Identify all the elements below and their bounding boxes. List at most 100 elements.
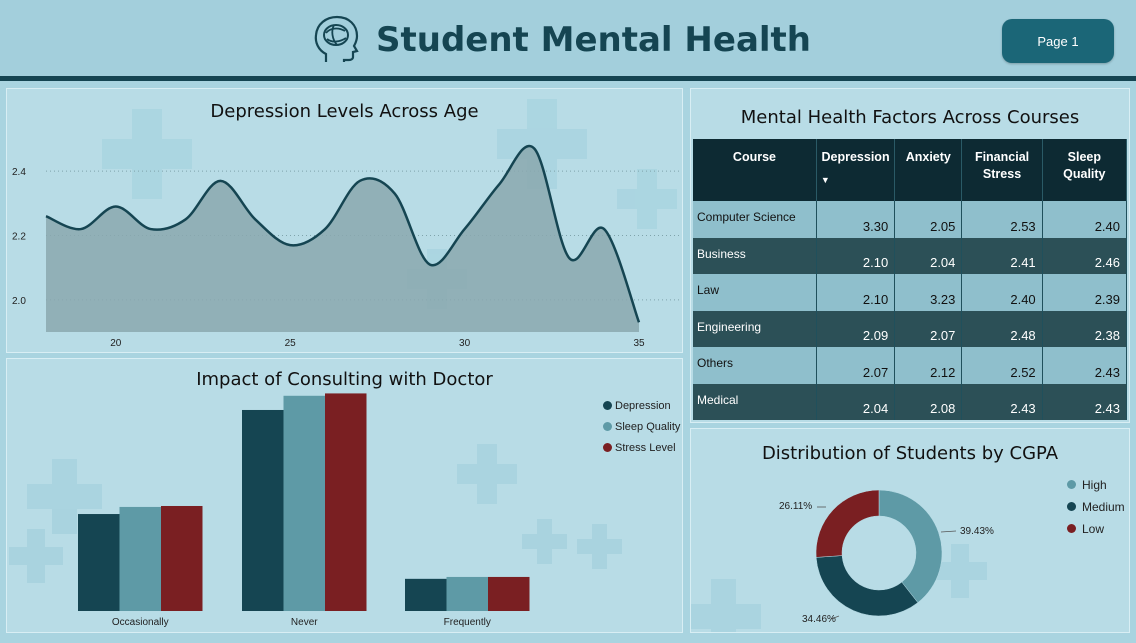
- series-line: [45, 144, 641, 323]
- value-cell: 2.39: [1042, 274, 1128, 311]
- bar-chart-title: Impact of Consulting with Doctor: [196, 369, 493, 390]
- legend-label: Low: [1082, 521, 1105, 536]
- table-row[interactable]: Law 2.10 3.23 2.40 2.39: [693, 274, 1128, 311]
- legend-label: High: [1082, 477, 1107, 492]
- y-tick-label: 2.0: [12, 296, 26, 307]
- data-label: 39.43%: [960, 526, 994, 537]
- bar: [283, 395, 325, 611]
- value-cell: 2.04: [894, 237, 963, 274]
- column-header[interactable]: Sleep Quality: [1042, 139, 1128, 201]
- data-label: 34.46%: [802, 614, 836, 625]
- area-fill: [46, 146, 639, 332]
- table-row[interactable]: Computer Science 3.30 2.05 2.53 2.40: [693, 201, 1128, 238]
- value-cell: 2.40: [961, 274, 1043, 311]
- bar: [405, 578, 447, 611]
- column-header[interactable]: Course: [693, 139, 817, 201]
- head-brain-icon: [314, 15, 359, 62]
- leader-line: [940, 530, 957, 533]
- cgpa-panel: Distribution of Students by CGPA High Me…: [690, 428, 1130, 633]
- bar: [325, 393, 367, 611]
- donut-slice: [815, 555, 919, 617]
- bar: [488, 576, 530, 611]
- course-cell: Computer Science: [693, 201, 817, 238]
- value-cell: 2.10: [816, 274, 896, 311]
- legend-medium: Medium: [1067, 495, 1125, 518]
- value-cell: 2.48: [961, 310, 1043, 347]
- courses-table: Course Depression ▼ Anxiety Financial St…: [693, 139, 1128, 420]
- course-cell: Law: [693, 274, 817, 311]
- legend-dot: [1067, 502, 1076, 511]
- legend-label: Medium: [1082, 499, 1125, 514]
- legend-stress-level: Stress Level: [603, 437, 680, 458]
- course-cell: Medical: [693, 383, 817, 420]
- donut-title: Distribution of Students by CGPA: [761, 443, 1059, 464]
- value-cell: 2.12: [894, 347, 963, 384]
- course-cell: Engineering: [693, 310, 817, 347]
- value-cell: 2.52: [961, 347, 1043, 384]
- column-header[interactable]: Financial Stress: [961, 139, 1043, 201]
- donut-chart: 39.43% 34.46% 26.11%: [779, 489, 994, 625]
- donut-slice: [815, 489, 880, 558]
- value-cell: 2.46: [1042, 237, 1128, 274]
- depression-age-panel: Depression Levels Across Age 2.0 2.2 2.4 20…: [6, 88, 683, 353]
- value-cell: 2.38: [1042, 310, 1128, 347]
- y-tick-label: 2.4: [12, 167, 26, 178]
- page-button[interactable]: Page 1: [1002, 19, 1114, 63]
- value-cell: 2.05: [894, 201, 963, 238]
- legend-label: Sleep Quality: [615, 420, 681, 433]
- consulting-panel: Impact of Consulting with Doctor Depress…: [6, 358, 683, 633]
- legend-high: High: [1067, 474, 1125, 495]
- value-cell: 2.40: [1042, 201, 1128, 238]
- bar-legend: Depression Sleep Quality Stress Level: [603, 395, 680, 458]
- course-cell: Business: [693, 237, 817, 274]
- course-cell: Others: [693, 347, 817, 384]
- value-cell: 2.09: [816, 310, 896, 347]
- bar: [119, 506, 161, 611]
- value-cell: 2.07: [894, 310, 963, 347]
- bar-chart: Occasionally Never Frequently: [78, 393, 530, 628]
- value-cell: 3.30: [816, 201, 896, 238]
- value-cell: 2.10: [816, 237, 896, 274]
- value-cell: 2.43: [1042, 347, 1128, 384]
- x-tick-label: Never: [291, 617, 318, 628]
- x-tick-label: 20: [110, 338, 122, 349]
- x-tick-label: 35: [633, 338, 645, 349]
- column-header-label: Depression: [821, 150, 890, 164]
- legend-depression: Depression: [603, 395, 680, 416]
- sort-descending-icon[interactable]: ▼: [820, 175, 830, 185]
- legend-low: Low: [1067, 518, 1125, 539]
- table-row[interactable]: Others 2.07 2.12 2.52 2.43: [693, 347, 1128, 384]
- value-cell: 3.23: [894, 274, 963, 311]
- x-tick-label: Frequently: [444, 617, 491, 628]
- table-title: Mental Health Factors Across Courses: [740, 107, 1080, 128]
- legend-dot: [1067, 480, 1076, 489]
- legend-dot: [603, 443, 612, 452]
- table-header-row: Course Depression ▼ Anxiety Financial St…: [693, 139, 1128, 201]
- bar: [161, 505, 203, 611]
- value-cell: 2.07: [816, 347, 896, 384]
- legend-dot: [603, 401, 612, 410]
- table-row[interactable]: Engineering 2.09 2.07 2.48 2.38: [693, 310, 1128, 347]
- bar: [446, 576, 488, 611]
- legend-label: Stress Level: [615, 441, 676, 454]
- data-label: 26.11%: [779, 501, 812, 512]
- bar: [78, 514, 120, 611]
- table-row[interactable]: Medical 2.04 2.08 2.43 2.43: [693, 383, 1128, 420]
- header: Student Mental Health Page 1: [0, 0, 1136, 78]
- column-header[interactable]: Anxiety: [894, 139, 963, 201]
- legend-dot: [603, 422, 612, 431]
- header-divider: [0, 76, 1136, 81]
- x-tick-label: 30: [459, 338, 471, 349]
- value-cell: 2.04: [816, 383, 896, 420]
- value-cell: 2.08: [894, 383, 963, 420]
- area-chart: 2.0 2.2 2.4 20 25 30 35: [12, 144, 682, 349]
- x-tick-label: Occasionally: [112, 617, 169, 628]
- y-tick-label: 2.2: [12, 232, 26, 243]
- page-title: Student Mental Health: [376, 20, 811, 60]
- value-cell: 2.43: [961, 383, 1043, 420]
- legend-dot: [1067, 524, 1076, 533]
- leader-line: [830, 615, 840, 620]
- table-row[interactable]: Business 2.10 2.04 2.41 2.46: [693, 237, 1128, 274]
- column-header-depression[interactable]: Depression ▼: [816, 139, 896, 201]
- bar: [242, 409, 284, 611]
